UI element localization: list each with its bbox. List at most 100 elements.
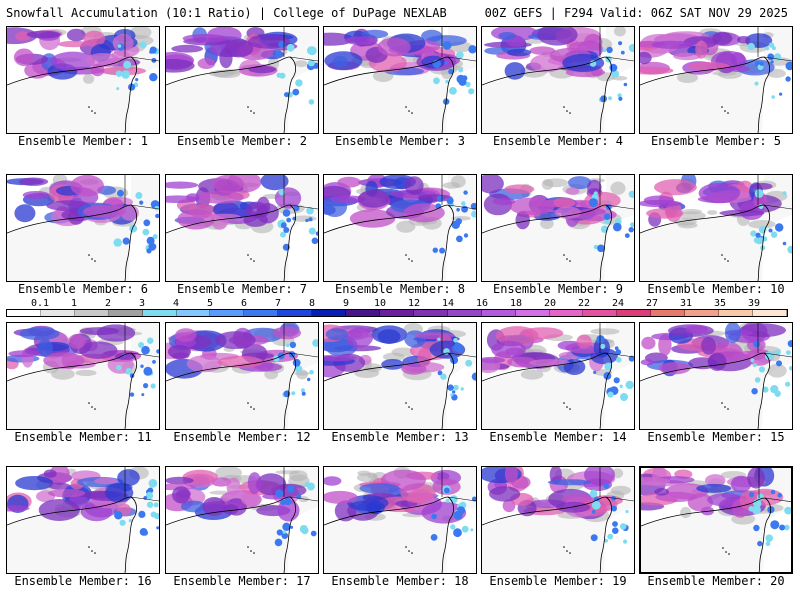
ensemble-member-map [6,322,160,430]
ensemble-member-label: Ensemble Member: 20 [647,574,785,588]
legend-tick-label: 2 [104,298,112,309]
snowfall-map-image [482,27,634,133]
ensemble-member-map [481,322,635,430]
legend-tick-label: 0.1 [30,298,50,309]
legend-swatch [481,310,516,316]
legend-tick-label: 18 [509,298,523,309]
snowfall-map-image [324,467,476,573]
snowfall-map-image [166,467,318,573]
ensemble-member-label: Ensemble Member: 5 [650,134,782,148]
legend-swatch [549,310,584,316]
ensemble-member-map [323,26,477,134]
ensemble-member-map [481,26,635,134]
snowfall-map-image [7,175,159,281]
ensemble-member-label: Ensemble Member: 14 [489,430,627,444]
legend-swatch [651,310,686,316]
ensemble-member-label: Ensemble Member: 3 [334,134,466,148]
snowfall-map-image [324,323,476,429]
legend-swatch [176,310,211,316]
legend-labels: 0.1 1 2 3 4 5 6 7 8 9 10 12 14 16 18 20 22 24 27 31 35 39 [6,298,788,309]
ensemble-member-map [639,26,793,134]
snowfall-map-image [7,27,159,133]
snowfall-legend: 0.1 1 2 3 4 5 6 7 8 9 10 12 14 16 18 20 22 24 27 31 35 39 [6,298,788,318]
ensemble-member-map [165,322,319,430]
ensemble-member-label: Ensemble Member: 1 [17,134,149,148]
legend-swatch [40,310,75,316]
legend-tick-label: 39 [747,298,761,309]
ensemble-member-label: Ensemble Member: 8 [334,282,466,296]
ensemble-member-map [323,322,477,430]
ensemble-member-label: Ensemble Member: 18 [331,574,469,588]
ensemble-member-map [165,174,319,282]
legend-tick-label: 12 [407,298,421,309]
legend-tick-label: 8 [308,298,316,309]
legend-swatch [583,310,618,316]
ensemble-member-label: Ensemble Member: 7 [176,282,308,296]
legend-swatch [685,310,720,316]
snowfall-map-image [324,27,476,133]
ensemble-member-map [481,466,635,574]
ensemble-member-map [639,174,793,282]
snowfall-map-image [641,468,791,572]
legend-tick-label: 14 [441,298,455,309]
legend-tick-label: 9 [342,298,350,309]
ensemble-member-map [639,322,793,430]
ensemble-member-map [6,466,160,574]
snowfall-map-image [7,467,159,573]
snowfall-map-image [166,175,318,281]
map-title: Snowfall Accumulation (10:1 Ratio) | Col… [6,6,447,20]
snowfall-map-image [166,323,318,429]
ensemble-member-label: Ensemble Member: 12 [173,430,311,444]
legend-swatch [108,310,143,316]
ensemble-member-label: Ensemble Member: 15 [647,430,785,444]
ensemble-member-map [639,466,793,574]
ensemble-member-label: Ensemble Member: 16 [14,574,152,588]
ensemble-member-map [323,466,477,574]
snowfall-map-image [640,175,792,281]
snowfall-map-image [324,175,476,281]
snowfall-map-image [482,323,634,429]
legend-tick-label: 24 [611,298,625,309]
legend-tick-label: 5 [206,298,214,309]
model-run-info: 00Z GEFS | F294 Valid: 06Z SAT NOV 29 20… [484,6,788,20]
ensemble-member-label: Ensemble Member: 2 [176,134,308,148]
ensemble-member-label: Ensemble Member: 11 [14,430,152,444]
ensemble-member-map [481,174,635,282]
legend-swatch [752,310,787,316]
legend-swatch [210,310,245,316]
legend-swatch [413,310,448,316]
legend-tick-label: 6 [240,298,248,309]
legend-tick-label: 35 [713,298,727,309]
ensemble-member-map [6,174,160,282]
legend-swatch [447,310,482,316]
ensemble-member-label: Ensemble Member: 9 [492,282,624,296]
snowfall-map-image [166,27,318,133]
ensemble-member-label: Ensemble Member: 13 [331,430,469,444]
legend-tick-label: 16 [475,298,489,309]
ensemble-member-label: Ensemble Member: 6 [17,282,149,296]
ensemble-member-label: Ensemble Member: 4 [492,134,624,148]
ensemble-member-map [6,26,160,134]
legend-color-bar [6,309,788,317]
legend-tick-label: 3 [138,298,146,309]
legend-tick-label: 22 [577,298,591,309]
ensemble-member-map [165,26,319,134]
legend-swatch [278,310,313,316]
legend-swatch [515,310,550,316]
legend-swatch [312,310,347,316]
snowfall-map-image [640,27,792,133]
legend-tick-label: 20 [543,298,557,309]
legend-tick-label: 7 [274,298,282,309]
legend-swatch [142,310,177,316]
legend-tick-label: 1 [70,298,78,309]
legend-tick-label: 31 [679,298,693,309]
ensemble-member-label: Ensemble Member: 17 [173,574,311,588]
snowfall-map-image [640,323,792,429]
legend-tick-label: 10 [373,298,387,309]
snowfall-map-image [482,467,634,573]
legend-tick-label: 4 [172,298,180,309]
ensemble-member-map [165,466,319,574]
snowfall-map-image [7,323,159,429]
legend-swatch [74,310,109,316]
ensemble-member-label: Ensemble Member: 19 [489,574,627,588]
